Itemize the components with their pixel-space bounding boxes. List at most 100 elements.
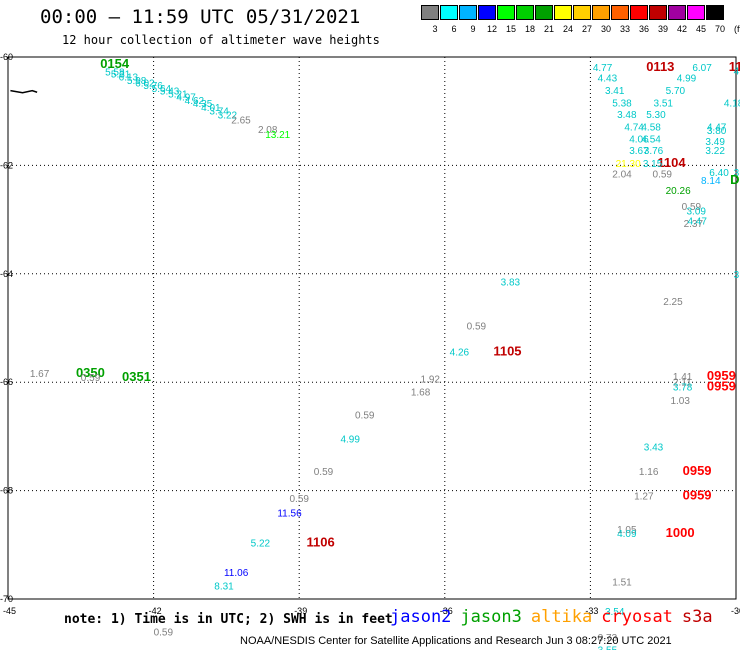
- chart-subtitle: 12 hour collection of altimeter wave hei…: [62, 33, 380, 47]
- wave-height-label: 4.99: [340, 435, 360, 446]
- legend-unit: (ft): [734, 24, 740, 34]
- wave-height-label: 4.43: [598, 74, 618, 85]
- wave-height-label: 4.2: [734, 67, 740, 78]
- wave-height-label: 0.59: [355, 411, 375, 422]
- wave-height-label: 4.35: [193, 99, 213, 110]
- wave-height-label: 3.74: [209, 107, 229, 118]
- wave-height-label: 0.59: [682, 202, 702, 213]
- wave-height-label: 3.15: [643, 159, 663, 170]
- legend-swatch: [649, 5, 667, 20]
- legend-label: 6: [451, 24, 457, 34]
- legend-swatch: [535, 5, 553, 20]
- wave-height-label: 3.09: [686, 206, 706, 217]
- x-tick-label: -39: [294, 606, 307, 616]
- wave-height-label: 8.14: [701, 176, 721, 187]
- wave-height-label: 3.43: [644, 443, 664, 454]
- wave-height-label: 2.37: [684, 219, 704, 230]
- satellite-jason3: jason3: [460, 607, 522, 627]
- wave-height-label: 3.54: [605, 607, 625, 618]
- wave-height-label: 20.26: [666, 186, 691, 197]
- wave-height-label: 3.51: [653, 99, 673, 110]
- legend-label: 9: [470, 24, 476, 34]
- wave-height-label: 3.67: [629, 146, 649, 157]
- y-tick-label: -60: [0, 52, 13, 62]
- y-tick-label: -62: [0, 160, 13, 170]
- wave-height-label: 6.02: [135, 78, 155, 89]
- legend-swatch: [459, 5, 477, 20]
- wave-height-label: 1.16: [639, 467, 659, 478]
- legend-label: 70: [714, 24, 725, 34]
- wave-height-label: 3.41: [605, 86, 625, 97]
- legend-label: 3: [432, 24, 438, 34]
- wave-height-label: 11.06: [224, 568, 249, 579]
- legend-swatch: [478, 5, 496, 20]
- wave-height-label: 3.22: [705, 146, 725, 157]
- wave-height-label: 2.08: [258, 125, 278, 136]
- chart-title: 00:00 – 11:59 UTC 05/31/2021: [40, 6, 361, 28]
- wave-height-label: 5.38: [612, 99, 632, 110]
- legend-swatch: [706, 5, 724, 20]
- legend-swatch: [668, 5, 686, 20]
- wave-height-label: 4.47: [687, 217, 707, 228]
- legend-swatch: [573, 5, 591, 20]
- legend-swatch: [497, 5, 515, 20]
- wave-height-label: 0.59: [467, 321, 487, 332]
- legend-label: 15: [505, 24, 516, 34]
- wave-height-label: 3.49: [705, 137, 725, 148]
- y-tick-label: -68: [0, 486, 13, 496]
- pass-time-label: 0959: [707, 379, 736, 394]
- wave-height-label: 6.07: [692, 63, 712, 74]
- wave-height-label: 2.11: [673, 378, 692, 389]
- legend-swatch: [687, 5, 705, 20]
- pass-time-label: 0113: [646, 59, 674, 74]
- wave-height-label: 2.04: [612, 170, 632, 181]
- wave-height-label: 4.54: [641, 134, 661, 145]
- satellite-altika: altika: [530, 607, 593, 627]
- wave-height-label: 3.78: [673, 383, 693, 394]
- wave-height-label: 0.59: [154, 628, 174, 639]
- wave-height-label: 4.01: [201, 103, 221, 114]
- pass-time-label: 0959: [683, 487, 712, 502]
- legend-label: 27: [581, 24, 592, 34]
- wave-height-label: 3: [734, 168, 740, 179]
- footer-note: note: 1) Time is in UTC; 2) SWH is in fe…: [64, 612, 393, 627]
- wave-height-label: 4.47: [707, 122, 727, 133]
- wave-height-label: 0.59: [289, 494, 309, 505]
- satellite-legend: jason2 jason3 altika cryosat s3a: [390, 607, 722, 627]
- pass-time-label: 0350: [76, 365, 105, 380]
- legend-label: 36: [638, 24, 649, 34]
- legend-swatch: [421, 5, 439, 20]
- wave-height-label: 3.76: [644, 146, 664, 157]
- wave-height-label: 8.31: [214, 581, 234, 592]
- legend-label: 42: [676, 24, 687, 34]
- legend-label: 30: [600, 24, 611, 34]
- wave-height-label: 4.26: [450, 347, 470, 358]
- pass-time-label: 1105: [493, 343, 521, 358]
- wave-height-label: 5.64: [152, 84, 172, 95]
- wave-height-label: 1.67: [30, 369, 50, 380]
- wave-height-label: 5.58: [105, 68, 125, 79]
- wave-height-label: 5.76: [143, 81, 163, 92]
- pass-time-label: 1000: [666, 525, 695, 540]
- plot-frame: [7, 56, 737, 600]
- legend-label: 18: [524, 24, 535, 34]
- wave-height-label: 3.83: [501, 277, 521, 288]
- legend-label: 33: [619, 24, 630, 34]
- wave-height-label: 5.70: [666, 86, 686, 97]
- coastline: [10, 89, 38, 94]
- pass-time-label: 0351: [122, 369, 151, 384]
- wave-height-label: 2.25: [663, 297, 683, 308]
- x-tick-label: -30: [731, 606, 740, 616]
- wave-height-label: 4.62: [185, 96, 205, 107]
- wave-height-label: 3.22: [218, 110, 238, 121]
- wave-height-label: 4.97: [176, 93, 196, 104]
- wave-height-label: 4.06: [629, 134, 649, 145]
- legend-label: 21: [543, 24, 554, 34]
- wave-height-label: 5.98: [127, 76, 147, 87]
- pass-time-label: 0959: [707, 368, 736, 383]
- wave-height-label: 4.77: [593, 63, 613, 74]
- wave-height-label: 4.18: [724, 99, 740, 110]
- wave-height-label: 0.59: [314, 467, 334, 478]
